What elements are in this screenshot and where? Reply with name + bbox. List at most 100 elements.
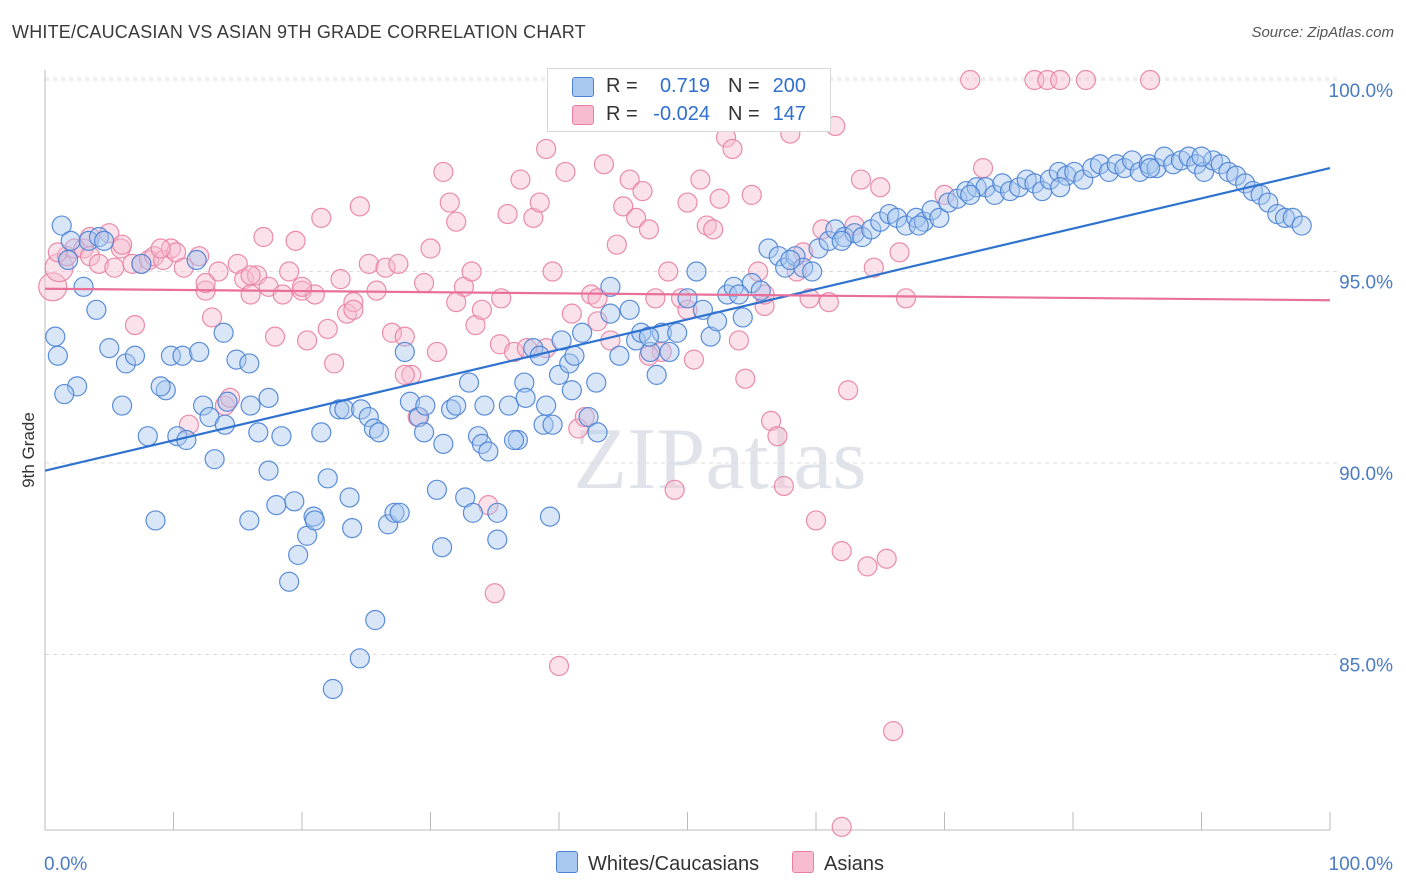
whites-point [58, 249, 79, 271]
tick-labels: 85.0% 90.0% 95.0% 100.0% 0.0% 100.0% 9th Grade [19, 81, 1393, 875]
asians-point [632, 180, 653, 202]
asians-point [638, 219, 660, 240]
whites-point [204, 449, 225, 470]
whites-point [94, 230, 115, 251]
asians-point [503, 341, 525, 363]
whites-point [349, 648, 370, 669]
whites-point [1050, 177, 1071, 198]
legend-swatch-blue [572, 77, 594, 97]
asians-point [568, 418, 589, 439]
asians-point [664, 479, 685, 500]
asians-point [613, 196, 634, 217]
n-value: 147 [772, 103, 806, 125]
asians-point [767, 426, 788, 447]
whites-point [578, 406, 599, 428]
whites-point [1098, 161, 1120, 183]
asians-point [240, 284, 261, 305]
whites-point [160, 345, 182, 366]
asians-point [240, 265, 261, 286]
asians-point [606, 234, 627, 255]
whites-point [1146, 157, 1167, 179]
asians-point [484, 583, 505, 604]
asians-point [895, 288, 917, 309]
whites-point [462, 502, 484, 523]
asians-point [728, 330, 750, 351]
asians-point [1050, 69, 1071, 91]
whites-point [311, 422, 332, 443]
asians-point [219, 387, 241, 408]
whites-point [514, 372, 535, 393]
whites-point [408, 406, 430, 428]
asians-point [536, 138, 557, 160]
correlation-legend: R = 0.719 N = 200 R = -0.024 N = 147 [547, 68, 831, 132]
asians-point [587, 311, 608, 332]
asians-point [876, 548, 897, 569]
asians-point [658, 261, 679, 282]
whites-point [600, 276, 621, 297]
asians-point [555, 161, 576, 183]
asians-point [195, 272, 216, 294]
whites-point [73, 276, 94, 297]
whites-point [384, 502, 405, 523]
asians-point [471, 299, 492, 320]
whites-point [768, 246, 789, 267]
asians-point [497, 203, 518, 225]
whites-point [258, 460, 279, 481]
asians-point [173, 257, 194, 278]
whites-point [503, 429, 525, 451]
asians-point [201, 307, 223, 328]
asians-point [1139, 69, 1161, 91]
asians-point [285, 230, 306, 251]
whites-point [426, 479, 448, 500]
whites-point [1191, 146, 1212, 167]
whites-points [45, 146, 1312, 700]
whites-point [780, 249, 801, 271]
whites-point [446, 395, 467, 416]
whites-point [47, 345, 68, 366]
whites-point [431, 537, 453, 558]
whites-point [536, 395, 557, 416]
y-tick-label: 95.0% [1339, 273, 1393, 294]
whites-point [487, 529, 508, 550]
whites-point [831, 230, 852, 251]
whites-point [248, 422, 269, 443]
whites-point [651, 322, 672, 343]
asians-point [461, 261, 482, 282]
whites-point [433, 433, 454, 454]
whites-point [399, 391, 421, 412]
whites-point [700, 326, 721, 347]
whites-point [732, 307, 753, 328]
legend-item-asians[interactable]: Asians [792, 851, 884, 876]
asians-point [111, 234, 133, 255]
asians-point [189, 246, 210, 267]
asians-point [47, 242, 68, 263]
whites-point [172, 345, 193, 366]
asians-point [446, 292, 467, 313]
asians-point [272, 284, 293, 305]
whites-point [54, 383, 75, 405]
asians-point [394, 326, 415, 347]
whites-point [86, 299, 107, 320]
whites-point [415, 395, 436, 416]
legend-item-whites[interactable]: Whites/Caucasians [556, 851, 759, 876]
whites-point [145, 510, 166, 531]
whites-point [351, 399, 372, 420]
asians-point [735, 368, 756, 389]
asians-point [317, 318, 338, 340]
whites-point [394, 341, 415, 363]
r-value: 0.719 [659, 75, 710, 97]
whites-point [921, 200, 942, 221]
asians-point [850, 169, 872, 190]
asians-point [542, 261, 563, 282]
whites-point [1008, 177, 1030, 198]
whites-point [1139, 157, 1161, 179]
chart-title: WHITE/CAUCASIAN VS ASIAN 9TH GRADE CORRE… [12, 22, 586, 42]
y-tick-label: 85.0% [1339, 656, 1393, 677]
whites-point [992, 173, 1013, 194]
asians-point [433, 161, 454, 183]
asians-point [863, 257, 884, 278]
whites-point [342, 518, 363, 539]
watermark: ZIPatlas [573, 411, 866, 508]
asians-point [343, 299, 364, 320]
